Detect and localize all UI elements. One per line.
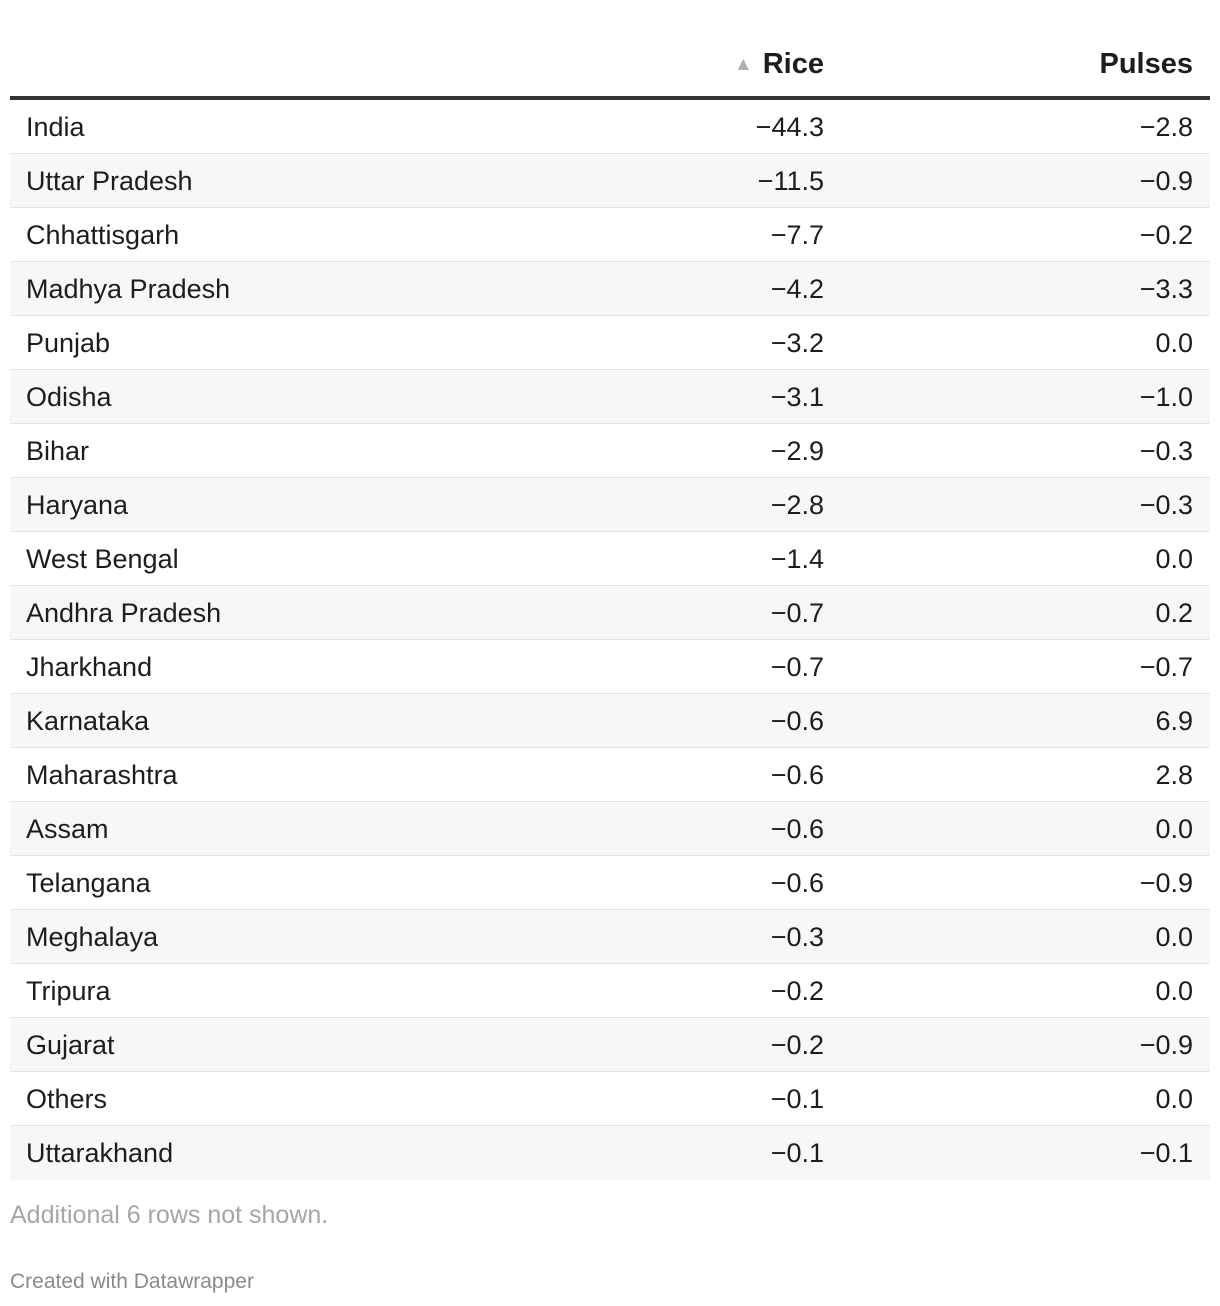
pulses-cell: −0.2	[1139, 220, 1193, 250]
table-header: ▲ Rice Pulses	[10, 30, 1210, 100]
rice-cell: −0.2	[770, 1030, 824, 1060]
header-rice[interactable]: ▲ Rice	[734, 46, 824, 83]
rice-cell: −11.5	[757, 166, 824, 196]
pulses-cell: 0.0	[1155, 328, 1193, 358]
table-row: Uttarakhand −0.1 −0.1	[10, 1126, 1210, 1180]
pulses-cell: 0.0	[1155, 1084, 1193, 1114]
table-row: Meghalaya −0.3 0.0	[10, 910, 1210, 964]
pulses-cell: −3.3	[1139, 274, 1193, 304]
pulses-cell: 0.0	[1155, 922, 1193, 952]
region-cell: Andhra Pradesh	[26, 598, 222, 628]
header-pulses[interactable]: Pulses	[1099, 48, 1194, 80]
rice-cell: −0.7	[770, 652, 824, 682]
region-cell: Telangana	[26, 868, 151, 898]
region-cell: West Bengal	[26, 544, 179, 574]
table-row: Gujarat −0.2 −0.9	[10, 1018, 1210, 1072]
region-cell: Maharashtra	[26, 760, 178, 790]
table-row: Maharashtra −0.6 2.8	[10, 748, 1210, 802]
region-cell: Tripura	[26, 976, 111, 1006]
table-row: Punjab −3.2 0.0	[10, 316, 1210, 370]
region-cell: Meghalaya	[26, 922, 159, 952]
table-row: Odisha −3.1 −1.0	[10, 370, 1210, 424]
rice-cell: −0.6	[770, 760, 824, 790]
table-row: Others −0.1 0.0	[10, 1072, 1210, 1126]
pulses-cell: −0.9	[1139, 868, 1193, 898]
region-cell: Jharkhand	[26, 652, 153, 682]
table-row: Chhattisgarh −7.7 −0.2	[10, 208, 1210, 262]
region-cell: Bihar	[26, 436, 90, 466]
pulses-cell: 0.0	[1155, 544, 1193, 574]
table-row: Andhra Pradesh −0.7 0.2	[10, 586, 1210, 640]
pulses-cell: 2.8	[1155, 760, 1193, 790]
table-row: Uttar Pradesh −11.5 −0.9	[10, 154, 1210, 208]
pulses-cell: 0.2	[1155, 598, 1193, 628]
table-row: Bihar −2.9 −0.3	[10, 424, 1210, 478]
table-row: Assam −0.6 0.0	[10, 802, 1210, 856]
rice-cell: −7.7	[770, 220, 824, 250]
pulses-cell: −0.1	[1139, 1138, 1193, 1168]
region-cell: Uttar Pradesh	[26, 166, 193, 196]
pulses-cell: −0.9	[1139, 1030, 1193, 1060]
header-rice-label: Rice	[762, 48, 824, 80]
region-cell: Uttarakhand	[26, 1138, 174, 1168]
rice-cell: −3.1	[770, 382, 824, 412]
rice-cell: −0.1	[770, 1138, 824, 1168]
rice-cell: −44.3	[755, 112, 824, 142]
pulses-cell: 0.0	[1155, 976, 1193, 1006]
pulses-cell: −0.3	[1139, 436, 1193, 466]
rice-cell: −0.6	[770, 706, 824, 736]
rice-cell: −2.8	[770, 490, 824, 520]
region-cell: Gujarat	[26, 1030, 115, 1060]
sort-ascending-icon: ▲	[733, 54, 753, 75]
table-body: India −44.3 −2.8 Uttar Pradesh −11.5 −0.9 Chha…	[10, 100, 1210, 1180]
table-row: Telangana −0.6 −0.9	[10, 856, 1210, 910]
table-row: India −44.3 −2.8	[10, 100, 1210, 154]
pulses-cell: −2.8	[1139, 112, 1193, 142]
rice-cell: −1.4	[770, 544, 824, 574]
region-cell: Odisha	[26, 382, 112, 412]
table-row: Haryana −2.8 −0.3	[10, 478, 1210, 532]
region-cell: Assam	[26, 814, 109, 844]
pulses-cell: −0.3	[1139, 490, 1193, 520]
rice-cell: −0.1	[770, 1084, 824, 1114]
table-row: West Bengal −1.4 0.0	[10, 532, 1210, 586]
pulses-cell: 6.9	[1155, 706, 1193, 736]
pulses-cell: −1.0	[1139, 382, 1193, 412]
table-row: Jharkhand −0.7 −0.7	[10, 640, 1210, 694]
region-cell: Haryana	[26, 490, 129, 520]
rice-cell: −4.2	[770, 274, 824, 304]
region-cell: Chhattisgarh	[26, 220, 180, 250]
rice-cell: −3.2	[770, 328, 824, 358]
region-cell: India	[26, 112, 85, 142]
table-row: Karnataka −0.6 6.9	[10, 694, 1210, 748]
region-cell: Madhya Pradesh	[26, 274, 231, 304]
region-cell: Others	[26, 1084, 108, 1114]
pulses-cell: −0.7	[1139, 652, 1193, 682]
table-row: Tripura −0.2 0.0	[10, 964, 1210, 1018]
data-table: ▲ Rice Pulses India −44.3 −2.8 Uttar Pradesh…	[10, 30, 1210, 1180]
rice-cell: −2.9	[770, 436, 824, 466]
datawrapper-credit[interactable]: Created with Datawrapper	[10, 1270, 254, 1293]
pulses-cell: −0.9	[1139, 166, 1193, 196]
rice-cell: −0.2	[770, 976, 824, 1006]
rows-hidden-note: Additional 6 rows not shown.	[10, 1201, 329, 1229]
region-cell: Karnataka	[26, 706, 150, 736]
rice-cell: −0.7	[770, 598, 824, 628]
pulses-cell: 0.0	[1155, 814, 1193, 844]
region-cell: Punjab	[26, 328, 111, 358]
rice-cell: −0.6	[770, 814, 824, 844]
rice-cell: −0.6	[770, 868, 824, 898]
rice-cell: −0.3	[770, 922, 824, 952]
table-row: Madhya Pradesh −4.2 −3.3	[10, 262, 1210, 316]
